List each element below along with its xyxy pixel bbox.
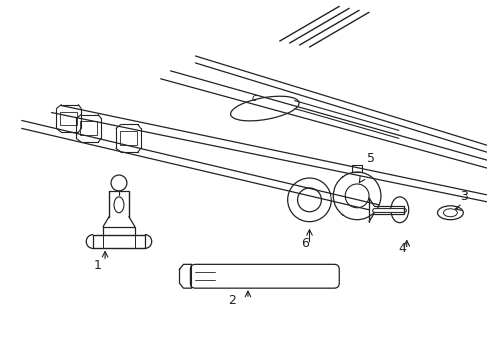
Text: 4: 4 [398, 242, 406, 256]
Bar [61, 112, 77, 125]
Text: 2: 2 [228, 294, 236, 307]
Text: c: c [251, 93, 257, 103]
Text: 5: 5 [366, 152, 374, 165]
Text: 3: 3 [459, 190, 467, 203]
Bar [80, 121, 97, 135]
Text: 6: 6 [301, 238, 309, 251]
Text: 1: 1 [93, 259, 101, 272]
Bar [120, 131, 137, 145]
